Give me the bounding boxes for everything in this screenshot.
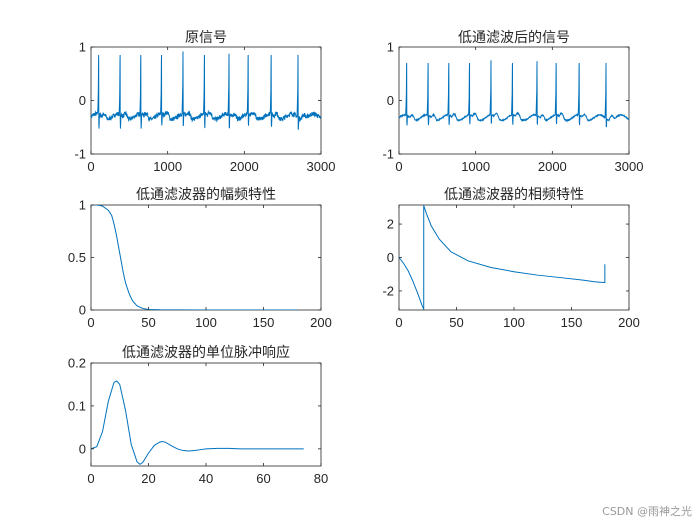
x-tick-label: 1000 xyxy=(461,159,490,174)
y-tick-label: 0 xyxy=(79,93,86,108)
y-tick-label: 1 xyxy=(79,40,86,55)
axes-magnitude-response: 低通滤波器的幅频特性 0 50 100 150 200 0 0.5 1 xyxy=(68,187,332,330)
title-impulse-response: 低通滤波器的单位脉冲响应 xyxy=(122,344,290,361)
y-tick-label: 0.1 xyxy=(68,398,86,413)
axes-frame xyxy=(90,362,322,467)
x-tick-label: 150 xyxy=(253,315,275,330)
x-tick-label: 1000 xyxy=(153,159,182,174)
axes-frame xyxy=(398,46,630,155)
title-magnitude-response: 低通滤波器的幅频特性 xyxy=(136,187,276,203)
title-phase-response: 低通滤波器的相频特性 xyxy=(444,187,584,203)
x-tick-label: 3000 xyxy=(307,159,336,174)
x-tick-label: 0 xyxy=(87,315,94,330)
x-tick-label: 200 xyxy=(618,315,640,330)
axes-frame xyxy=(398,204,630,311)
x-tick-label: 100 xyxy=(195,315,217,330)
series-line-impulse-response xyxy=(91,380,304,465)
y-tick-label: 0 xyxy=(79,303,86,318)
x-tick-label: 0 xyxy=(87,471,94,486)
axes-frame xyxy=(90,204,322,311)
x-tick-label: 50 xyxy=(141,315,155,330)
x-tick-label: 2000 xyxy=(538,159,567,174)
x-tick-label: 0 xyxy=(395,315,402,330)
axes-filtered-signal: 低通滤波后的信号 0 1000 2000 3000-101 xyxy=(382,30,643,174)
series-line-original-signal xyxy=(91,51,321,130)
x-tick-label: 100 xyxy=(503,315,525,330)
y-tick-label: 1 xyxy=(79,198,86,213)
y-tick-label: -1 xyxy=(74,147,86,162)
x-tick-label: 0 xyxy=(87,159,94,174)
y-tick-label: 0.2 xyxy=(68,356,86,371)
y-tick-label: 0 xyxy=(79,441,86,456)
y-tick-label: 0 xyxy=(387,250,394,265)
x-tick-label: 20 xyxy=(141,471,155,486)
x-tick-label: 200 xyxy=(310,315,332,330)
series-line-magnitude-response xyxy=(91,205,298,310)
axes-phase-response: 低通滤波器的相频特性 0 50 100 150 200 -2 0 2 xyxy=(382,187,639,330)
y-tick-label: -2 xyxy=(382,283,394,298)
title-original-signal: 原信号 xyxy=(185,30,227,46)
y-tick-label: 0.5 xyxy=(68,250,86,265)
series-line-filtered-signal xyxy=(399,60,629,128)
axes-original-signal: 原信号 0 1000 2000 3000-101 xyxy=(74,30,335,174)
y-tick-label: -1 xyxy=(382,147,394,162)
y-tick-label: 0 xyxy=(387,93,394,108)
x-tick-label: 2000 xyxy=(230,159,259,174)
x-tick-label: 60 xyxy=(256,471,270,486)
x-tick-label: 40 xyxy=(199,471,213,486)
axes-impulse-response: 低通滤波器的单位脉冲响应 0 20 40 60 80 0 0.1 0.2 xyxy=(68,344,328,486)
x-tick-label: 150 xyxy=(561,315,583,330)
y-tick-label: 2 xyxy=(387,217,394,232)
x-tick-label: 80 xyxy=(314,471,328,486)
watermark: CSDN @雨神之光 xyxy=(602,505,692,518)
x-tick-label: 0 xyxy=(395,159,402,174)
title-filtered-signal: 低通滤波后的信号 xyxy=(458,30,570,46)
axes-frame xyxy=(90,46,322,155)
series-line-phase-response xyxy=(399,205,606,310)
x-tick-label: 50 xyxy=(449,315,463,330)
y-tick-label: 1 xyxy=(387,40,394,55)
x-tick-label: 3000 xyxy=(615,159,644,174)
